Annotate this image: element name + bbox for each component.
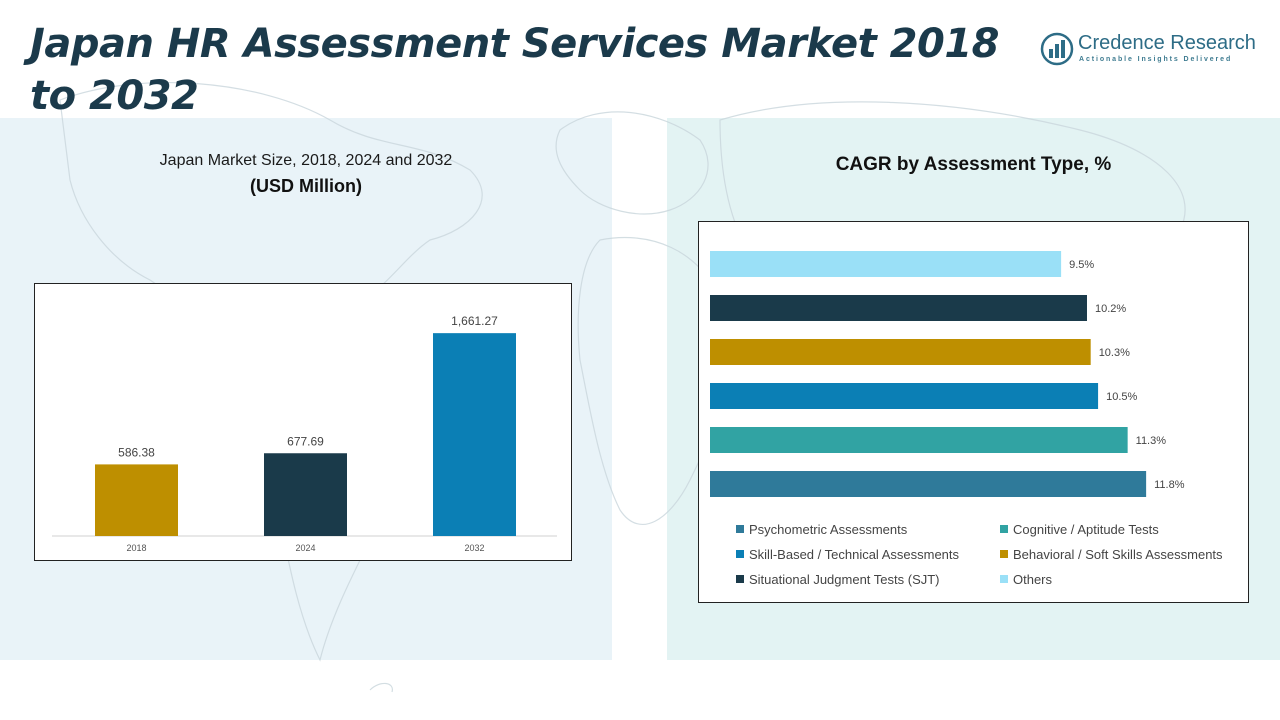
legend-swatch: [736, 525, 744, 533]
legend-label: Psychometric Assessments: [749, 521, 908, 537]
x-tick-label: 2032: [464, 543, 484, 553]
legend-swatch: [1000, 525, 1008, 533]
legend-item: Psychometric Assessments: [736, 519, 907, 539]
legend-swatch: [1000, 550, 1008, 558]
bar-value-label: 1,661.27: [451, 314, 498, 328]
legend-item: Others: [1000, 569, 1052, 589]
bar-2024: [264, 453, 347, 536]
cagr-bar: [710, 295, 1087, 321]
cagr-chart-frame: 9.5% 10.2% 10.3% 10.5% 11.3% 11.8%: [698, 221, 1249, 603]
cagr-chart-title: CAGR by Assessment Type, %: [835, 154, 1112, 175]
logo-tagline: Actionable Insights Delivered: [1079, 56, 1233, 63]
legend-item: Situational Judgment Tests (SJT): [736, 569, 940, 589]
legend-label: Cognitive / Aptitude Tests: [1013, 521, 1159, 537]
cagr-horizontal-bar-chart: 9.5% 10.2% 10.3% 10.5% 11.3% 11.8%: [710, 251, 1185, 497]
cagr-value-label: 11.8%: [1154, 479, 1185, 491]
logo-name: Credence Research: [1078, 32, 1256, 54]
legend-label: Behavioral / Soft Skills Assessments: [1013, 546, 1223, 562]
x-tick-label: 2024: [295, 543, 315, 553]
market-size-bar-chart: 586.38 2018 677.69 2024 1,661.27 2032: [52, 314, 557, 553]
cagr-bar: [710, 339, 1091, 365]
legend-label: Others: [1013, 571, 1053, 587]
bar-chart-logo-icon: [1040, 32, 1074, 66]
legend-label: Skill-Based / Technical Assessments: [749, 546, 960, 562]
cagr-bar: [710, 251, 1062, 277]
market-size-unit: (USD Million): [250, 176, 362, 196]
legend-swatch: [736, 575, 744, 583]
cagr-legend: Psychometric Assessments Cognitive / Apti…: [736, 519, 1246, 595]
legend-swatch: [1000, 575, 1008, 583]
legend-item: Cognitive / Aptitude Tests: [1000, 519, 1159, 539]
cagr-value-label: 10.3%: [1099, 347, 1130, 359]
cagr-bar: [710, 383, 1099, 409]
cagr-value-label: 10.2%: [1095, 303, 1126, 315]
legend-swatch: [736, 550, 744, 558]
bar-value-label: 677.69: [287, 434, 324, 448]
cagr-value-label: 10.5%: [1106, 391, 1137, 403]
legend-item: Behavioral / Soft Skills Assessments: [1000, 544, 1223, 564]
market-size-chart-frame: 586.38 2018 677.69 2024 1,661.27 2032: [34, 283, 572, 561]
legend-label: Situational Judgment Tests (SJT): [749, 571, 940, 587]
credence-research-logo: Credence Research Actionable Insights De…: [1040, 30, 1260, 70]
x-tick-label: 2018: [126, 543, 146, 553]
legend-item: Skill-Based / Technical Assessments: [736, 544, 959, 564]
bar-2018: [95, 464, 178, 536]
cagr-value-label: 9.5%: [1069, 259, 1094, 271]
cagr-bar: [710, 471, 1147, 497]
cagr-value-label: 11.3%: [1136, 435, 1167, 447]
page-title: Japan HR Assessment Services Market 2018…: [30, 21, 999, 119]
bar-value-label: 586.38: [118, 445, 155, 459]
cagr-bar: [710, 427, 1128, 453]
market-size-subtitle: Japan Market Size, 2018, 2024 and 2032: [159, 152, 453, 169]
bar-2032: [433, 333, 516, 536]
